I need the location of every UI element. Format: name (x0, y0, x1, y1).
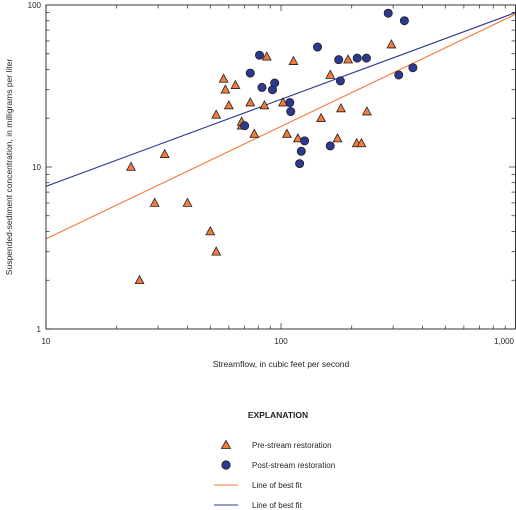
y-tick-label: 10 (32, 163, 41, 172)
legend-label-fit-blue: Line of best fit (252, 501, 303, 510)
pre-restoration-point (249, 128, 260, 138)
post-restoration-point (245, 68, 255, 78)
x-tick-label: 1,000 (494, 337, 515, 346)
legend-label-pre: Pre-stream restoration (252, 441, 332, 450)
post-restoration-point (334, 55, 344, 65)
post-restoration-point (257, 82, 267, 92)
pre-restoration-point (205, 226, 216, 236)
pre-restoration-point (261, 51, 272, 61)
legend-label-fit-orange: Line of best fit (252, 481, 303, 490)
plot-frame (45, 4, 516, 330)
pre-restoration-point (356, 137, 367, 148)
post-restoration-point (399, 16, 409, 26)
post-restoration-point (285, 98, 295, 108)
post-restoration-point (300, 136, 310, 146)
pre-restoration-point (149, 197, 160, 207)
legend-label-post: Post-stream restoration (252, 461, 335, 470)
post-restoration-point (254, 50, 264, 60)
pre-restoration-point (281, 128, 292, 138)
plot-area (46, 8, 516, 285)
pre-restoration-point (325, 69, 336, 79)
post-restoration-point (240, 121, 250, 131)
x-tick-label: 100 (274, 337, 288, 346)
post-restoration-point (296, 146, 306, 156)
pre-restoration-point (343, 54, 354, 64)
post-restoration-point (361, 53, 371, 63)
pre-restoration-point (223, 99, 234, 110)
post-restoration-point (286, 107, 296, 117)
pre-restoration-point (230, 79, 241, 89)
legend-title: EXPLANATION (248, 410, 308, 420)
pre-restoration-point (218, 73, 229, 83)
post-restoration-point (325, 141, 335, 151)
pre-restoration-point (211, 246, 222, 256)
pre-restoration-point (292, 133, 303, 143)
post-restoration-point (270, 78, 280, 88)
post-restoration-point (394, 70, 404, 80)
pre-restoration-point (159, 148, 170, 158)
x-tick-label: 10 (42, 337, 51, 346)
legend-triangle-marker (220, 439, 232, 449)
pre-restoration-point (332, 133, 343, 143)
x-axis-label: Streamflow, in cubic feet per second (213, 359, 350, 369)
pre-restoration-point (220, 84, 231, 94)
pre-restoration-point (288, 55, 299, 65)
post-restoration-point (295, 159, 305, 169)
post-restoration-point (383, 8, 393, 18)
pre-restoration-point (182, 197, 193, 207)
pre-restoration-point (316, 112, 326, 123)
post-restoration-point (408, 63, 418, 73)
pre-restoration-point (259, 99, 270, 110)
y-tick-label: 1 (37, 325, 42, 334)
pre-restoration-point (126, 161, 136, 171)
pre-restoration-point (278, 97, 288, 107)
pre-restoration-point (386, 39, 397, 49)
post-restoration-point (335, 76, 345, 86)
pre-restoration-point (336, 102, 346, 113)
pre-restoration-point (211, 109, 222, 119)
pre-restoration-point (361, 106, 372, 116)
fit-line-post (46, 11, 516, 187)
pre-restoration-point (134, 274, 145, 285)
post-restoration-point (313, 42, 323, 52)
post-restoration-point (352, 53, 362, 63)
legend: EXPLANATION Pre-stream restoration Post-… (214, 410, 335, 510)
y-tick-label: 100 (28, 1, 42, 10)
pre-restoration-point (245, 97, 256, 107)
legend-circle-marker (221, 460, 231, 470)
fit-line-pre (46, 13, 516, 240)
y-axis-label: Suspended-sediment concentration, in mil… (4, 59, 14, 276)
